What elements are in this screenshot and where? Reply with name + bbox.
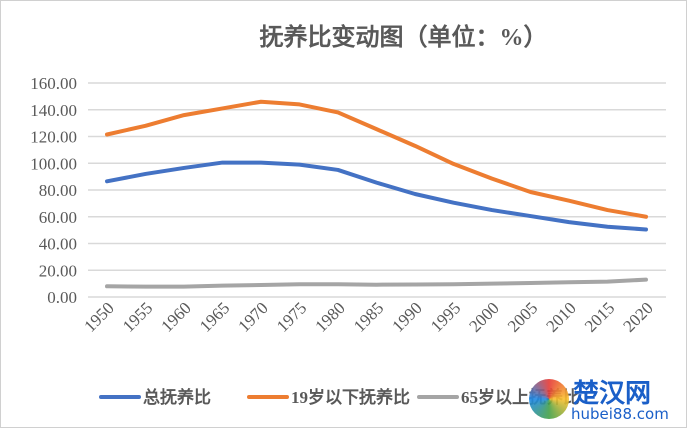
series-line-2 (105, 277, 648, 289)
y-tick-label: 20.00 (39, 261, 77, 280)
x-tick-label: 1960 (157, 298, 194, 335)
x-tick-label: 1950 (80, 298, 117, 335)
x-tick-label: 1985 (350, 298, 387, 335)
x-tick-label: 2010 (542, 298, 579, 335)
x-tick-label: 1965 (196, 298, 233, 335)
x-tick-label: 1990 (388, 298, 425, 335)
y-tick-label: 100.00 (30, 154, 77, 173)
x-tick-label: 2015 (581, 298, 618, 335)
x-tick-label: 1970 (234, 298, 271, 335)
watermark-logo: 楚汉网 hubei88.com (521, 373, 686, 427)
y-tick-label: 160.00 (30, 74, 77, 93)
legend-label: 总抚养比 (143, 387, 211, 407)
watermark-cn: 楚汉网 (573, 379, 652, 409)
chart-title: 抚养比变动图（单位：%） (259, 25, 548, 51)
series-line-1 (105, 99, 648, 219)
y-tick-label: 0.00 (47, 288, 77, 307)
x-tick-label: 1980 (311, 298, 348, 335)
y-tick-label: 140.00 (30, 101, 77, 120)
legend-label: 19岁以下抚养比 (291, 387, 410, 407)
y-tick-label: 80.00 (39, 181, 77, 200)
x-tick-label: 2000 (465, 298, 502, 335)
globe-logo-icon (529, 379, 569, 419)
x-tick-label: 1955 (119, 298, 156, 335)
x-tick-label: 2005 (504, 298, 541, 335)
y-tick-label: 60.00 (39, 208, 77, 227)
y-tick-label: 120.00 (30, 128, 77, 147)
x-tick-label: 1995 (427, 298, 464, 335)
y-tick-label: 40.00 (39, 235, 77, 254)
x-tick-label: 2020 (619, 298, 656, 335)
x-tick-label: 1975 (273, 298, 310, 335)
watermark-en: hubei88.com (571, 405, 669, 423)
series-line-0 (105, 160, 648, 232)
